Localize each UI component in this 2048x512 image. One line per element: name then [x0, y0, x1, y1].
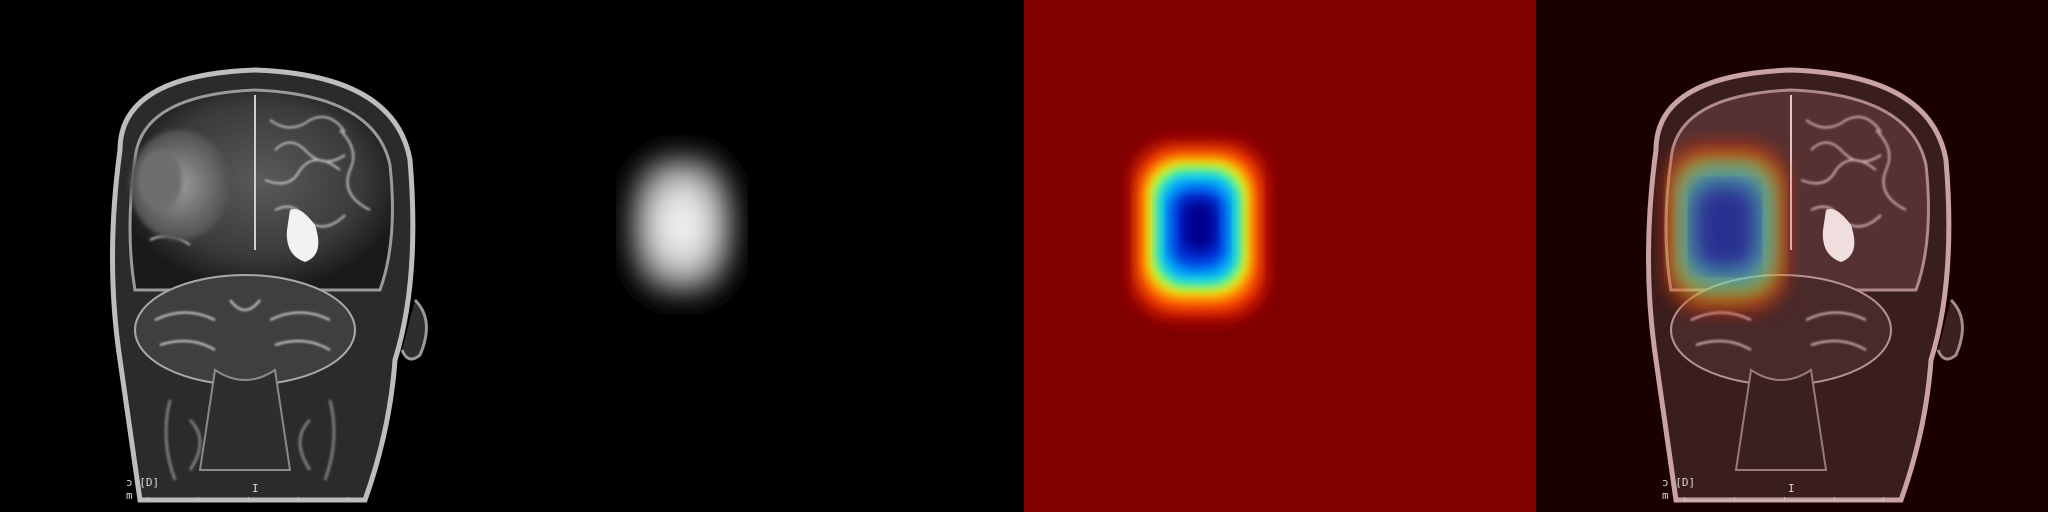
saliency-jet-image: [1024, 0, 1536, 512]
mri-brain-image: [0, 0, 512, 512]
overlay-orientation-marker: I: [1788, 482, 1795, 495]
overlay-scale-ruler: [1684, 497, 1884, 501]
saliency-overlay-panel: ɔ [D] m I: [1536, 0, 2048, 512]
mri-orientation-marker: I: [252, 482, 259, 495]
mri-corner-label: ɔ [D] m: [126, 476, 160, 502]
mri-original-panel: ɔ [D] m I: [0, 0, 512, 512]
saliency-grayscale-image: [512, 0, 1024, 512]
saliency-overlay-image: [1536, 0, 2048, 512]
overlay-corner-label: ɔ [D] m: [1662, 476, 1696, 502]
saliency-grayscale-panel: [512, 0, 1024, 512]
saliency-jet-panel: [1024, 0, 1536, 512]
mri-scale-ruler: [148, 497, 348, 501]
